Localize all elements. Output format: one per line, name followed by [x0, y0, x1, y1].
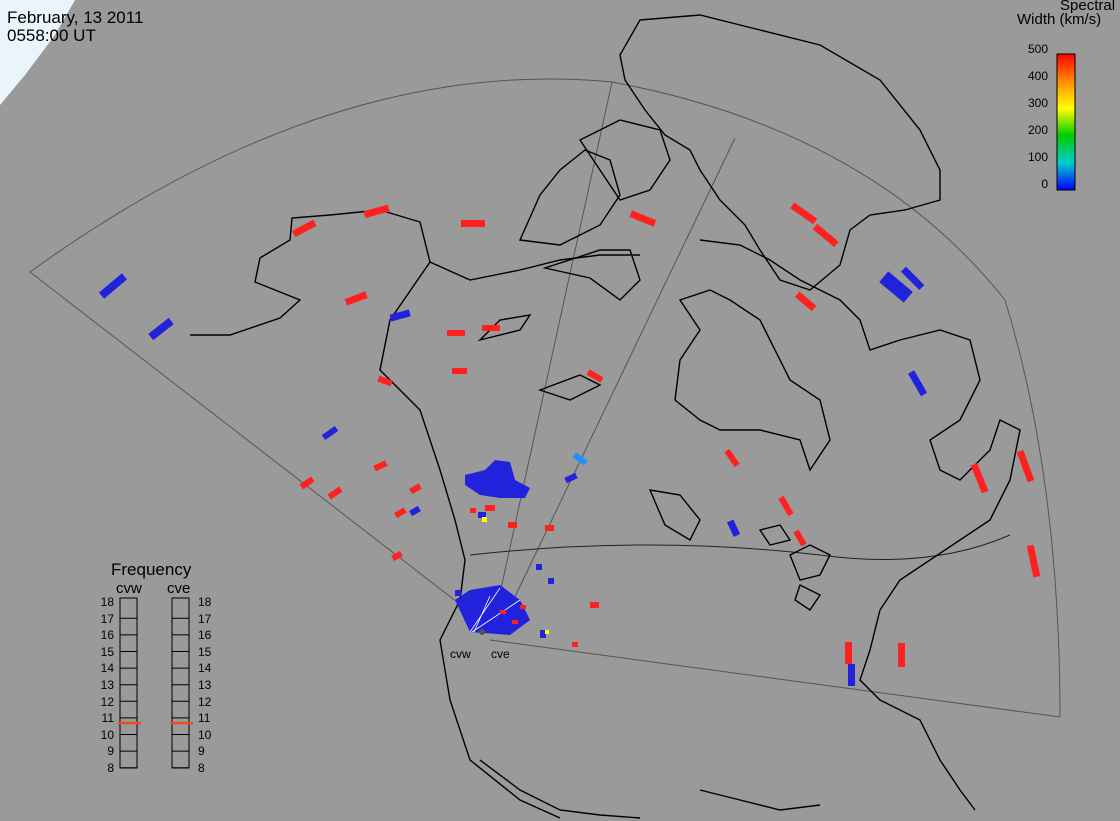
frequency-scale-right-label: 14 — [198, 661, 212, 676]
station-label-cvw: cvw — [450, 647, 471, 661]
echoes-lightblue — [572, 452, 588, 466]
frequency-scale-right-label: 18 — [198, 595, 212, 609]
frequency-scale-right-label: 12 — [198, 694, 212, 709]
frequency-scale-right-label: 16 — [198, 628, 212, 643]
frequency-scale-left-label: 12 — [100, 694, 114, 709]
colorbar-title-line2: Width (km/s) — [1017, 11, 1102, 28]
frequency-scale-right-label: 15 — [198, 644, 212, 659]
echoes-red — [291, 202, 1041, 667]
frequency-scale-right-label: 10 — [198, 727, 212, 742]
frequency-scale-left-label: 9 — [107, 744, 114, 759]
frequency-scale-left-label: 18 — [100, 595, 114, 609]
radar-fan — [455, 585, 578, 647]
echoes-blue — [98, 266, 928, 686]
colorbar-title-line1: Spectral — [1060, 0, 1116, 14]
frequency-scale-left-label: 16 — [100, 628, 114, 643]
frequency-scale-left-label: 10 — [100, 727, 114, 742]
frequency-scale-left-label: 13 — [100, 678, 114, 692]
colorbar-tick-label: 300 — [1027, 96, 1048, 110]
time-label: 0558:00 UT — [7, 26, 96, 45]
colorbar — [1056, 53, 1076, 191]
frequency-boxes — [118, 597, 193, 769]
frequency-scale-left-label: 15 — [100, 644, 114, 659]
frequency-scale-left-label: 8 — [107, 761, 114, 775]
colorbar-tick-label: 100 — [1027, 150, 1048, 164]
frequency-scale-right-label: 17 — [198, 611, 212, 626]
frequency-panel-title: Frequency — [111, 560, 192, 579]
frequency-scale-right-label: 9 — [198, 744, 205, 759]
frequency-scale-right-label: 8 — [198, 761, 205, 775]
colorbar-tick-label: 200 — [1027, 123, 1048, 137]
frequency-label-cvw: cvw — [116, 580, 142, 597]
central-scatter — [465, 460, 530, 522]
fov-outline — [29, 78, 1061, 718]
frequency-scale-left-label: 11 — [101, 711, 114, 726]
frequency-scale-right-label: 13 — [198, 678, 212, 692]
frequency-scale-left-label: 17 — [100, 611, 114, 626]
colorbar-tick-label: 0 — [1041, 177, 1048, 191]
frequency-label-cve: cve — [167, 580, 191, 597]
frequency-scale-right-label: 11 — [198, 711, 211, 726]
coastlines — [190, 14, 1021, 819]
date-label: February, 13 2011 — [7, 8, 144, 27]
colorbar-tick-label: 500 — [1027, 42, 1048, 56]
station-label-cve: cve — [491, 647, 510, 661]
frequency-scale-left-label: 14 — [100, 661, 114, 676]
daylight-region — [0, 0, 75, 105]
colorbar-tick-label: 400 — [1027, 69, 1048, 83]
